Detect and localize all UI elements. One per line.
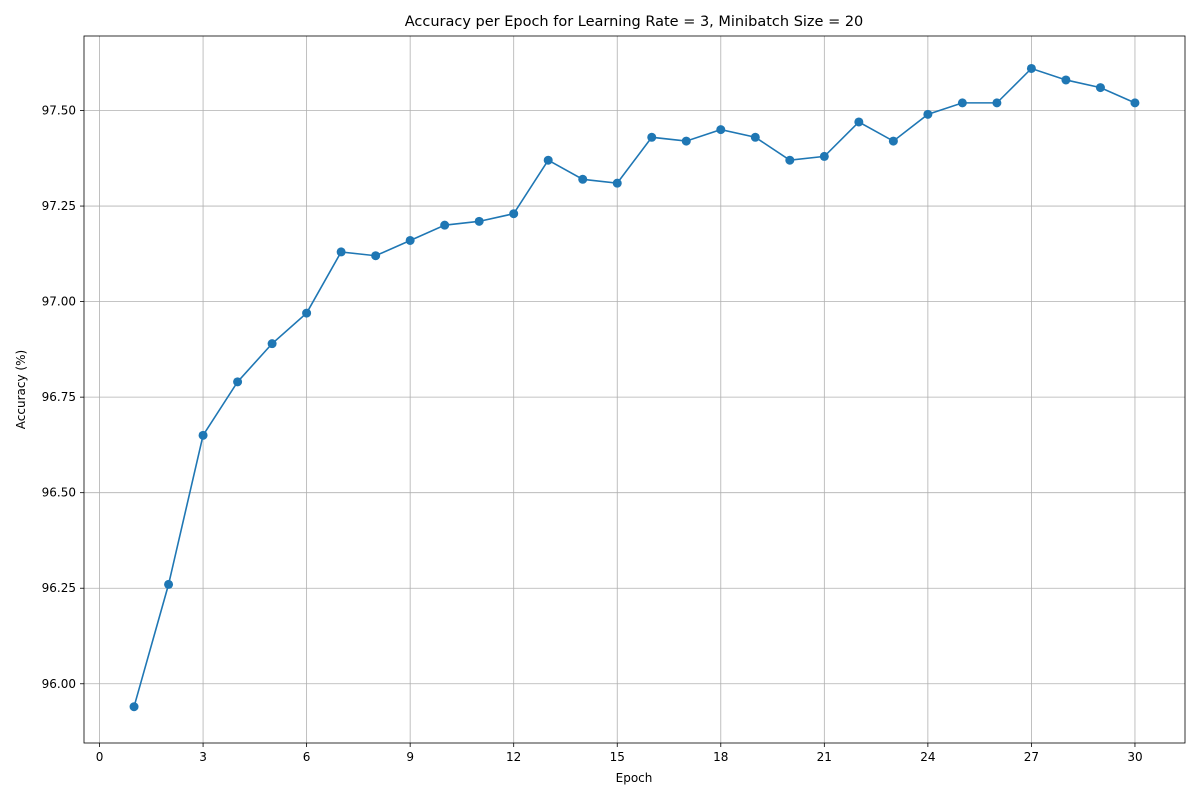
data-point (923, 109, 933, 119)
data-point (647, 132, 657, 142)
y-axis-label: Accuracy (%) (14, 350, 28, 429)
x-tick-label: 0 (96, 750, 104, 764)
data-point (1130, 98, 1140, 108)
x-tick-label: 24 (920, 750, 935, 764)
data-point (1095, 83, 1105, 93)
y-tick-label: 97.00 (42, 295, 76, 309)
x-tick-label: 9 (406, 750, 414, 764)
data-point (509, 209, 519, 219)
x-tick-label: 21 (817, 750, 832, 764)
data-point (578, 174, 588, 184)
data-point (681, 136, 691, 146)
grid-lines (84, 36, 1185, 743)
data-point (854, 117, 864, 127)
x-tick-label: 30 (1127, 750, 1142, 764)
y-tick-label: 97.50 (42, 104, 76, 118)
data-point (612, 178, 622, 188)
data-point (992, 98, 1002, 108)
data-point (405, 235, 415, 245)
x-tick-label: 15 (610, 750, 625, 764)
data-point (164, 579, 174, 589)
data-point (1026, 63, 1036, 73)
data-point (302, 308, 312, 318)
data-point (198, 430, 208, 440)
data-point (267, 339, 277, 349)
data-point (440, 220, 450, 230)
y-tick-label: 97.25 (42, 199, 76, 213)
series-line (129, 63, 1140, 712)
data-point (750, 132, 760, 142)
x-tick-label: 3 (199, 750, 207, 764)
data-point (1061, 75, 1071, 85)
x-axis-ticks: 0 3 6 9 12 15 18 21 24 27 30 (96, 743, 1143, 764)
y-tick-label: 96.50 (42, 486, 76, 500)
x-tick-label: 18 (713, 750, 728, 764)
y-tick-label: 96.25 (42, 581, 76, 595)
y-tick-label: 96.75 (42, 390, 76, 404)
data-point (474, 216, 484, 226)
data-point (957, 98, 967, 108)
data-point (129, 702, 139, 712)
x-tick-label: 27 (1024, 750, 1039, 764)
chart-title: Accuracy per Epoch for Learning Rate = 3… (405, 14, 864, 30)
x-tick-label: 12 (506, 750, 521, 764)
y-axis-ticks: 96.00 96.25 96.50 96.75 97.00 97.25 97.50 (42, 104, 84, 691)
data-point (819, 151, 829, 161)
data-point (543, 155, 553, 165)
x-axis-label: Epoch (616, 771, 653, 785)
x-tick-label: 6 (303, 750, 311, 764)
data-point (336, 247, 346, 257)
data-point (233, 377, 243, 387)
data-point (716, 125, 726, 135)
plot-frame (83, 35, 1186, 744)
y-tick-label: 96.00 (42, 677, 76, 691)
data-point (888, 136, 898, 146)
accuracy-line (133, 67, 1136, 707)
data-point (371, 251, 381, 261)
data-point (785, 155, 795, 165)
